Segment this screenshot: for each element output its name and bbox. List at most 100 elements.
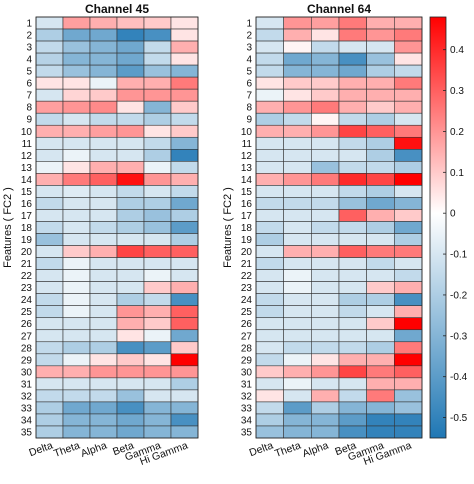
heatmap-cell bbox=[255, 329, 284, 343]
heatmap-cell bbox=[62, 257, 91, 270]
heatmap-cell bbox=[338, 124, 367, 138]
y-axis-label: Features ( FC2 ) bbox=[2, 187, 14, 268]
heatmap-cell bbox=[338, 377, 367, 391]
heatmap-cell bbox=[89, 401, 118, 415]
heatmap-cell bbox=[394, 76, 423, 90]
heatmap-cell bbox=[338, 76, 367, 90]
heatmap-cell bbox=[170, 64, 199, 78]
heatmap-cell bbox=[116, 341, 145, 355]
heatmap-cell bbox=[283, 401, 312, 415]
heatmap-cell bbox=[311, 269, 340, 282]
heatmap-cell bbox=[366, 16, 395, 30]
row-tick-label: 25 bbox=[241, 307, 253, 318]
heatmap-cell bbox=[89, 28, 118, 42]
heatmap-cell bbox=[62, 233, 91, 246]
row-tick-label: 24 bbox=[21, 295, 33, 306]
heatmap-cell bbox=[255, 413, 284, 427]
heatmap-cell bbox=[89, 209, 118, 222]
row-tick-label: 12 bbox=[21, 151, 33, 162]
heatmap-cell bbox=[170, 269, 199, 282]
heatmap-cell bbox=[394, 353, 423, 367]
heatmap-cell bbox=[170, 136, 199, 150]
row-tick-label: 32 bbox=[21, 391, 33, 402]
heatmap-cell bbox=[283, 221, 312, 234]
heatmap-cell bbox=[170, 293, 199, 306]
heatmap-cell bbox=[366, 161, 395, 174]
heatmap-cell bbox=[170, 365, 199, 379]
heatmap-cell bbox=[116, 136, 145, 150]
row-tick-label: 13 bbox=[241, 163, 253, 174]
heatmap-cell bbox=[283, 365, 312, 379]
column-tick-label: Alpha bbox=[79, 439, 108, 460]
heatmap-cell bbox=[62, 329, 91, 343]
heatmap-cell bbox=[283, 52, 312, 66]
heatmap-cell bbox=[283, 149, 312, 162]
row-tick-label: 2 bbox=[26, 31, 32, 42]
heatmap-cell bbox=[143, 197, 172, 210]
row-tick-label: 17 bbox=[241, 211, 253, 222]
row-tick-label: 5 bbox=[246, 67, 252, 78]
heatmap-cell bbox=[394, 293, 423, 306]
heatmap-cell bbox=[255, 425, 284, 439]
heatmap-cell bbox=[255, 245, 284, 258]
heatmap-cell bbox=[62, 221, 91, 234]
heatmap-cell bbox=[255, 52, 284, 66]
heatmap-cell bbox=[89, 173, 118, 186]
heatmap-cell bbox=[283, 389, 312, 403]
heatmap-cell bbox=[35, 257, 64, 270]
heatmap-cell bbox=[338, 100, 367, 114]
row-tick-label: 3 bbox=[246, 43, 252, 54]
heatmap-cell bbox=[311, 317, 340, 331]
heatmap-cell bbox=[116, 161, 145, 174]
heatmap-cell bbox=[62, 16, 91, 30]
heatmap-cell bbox=[116, 209, 145, 222]
heatmap-cell bbox=[89, 413, 118, 427]
heatmap-cell bbox=[89, 40, 118, 54]
colorbar-tick-label: -0.2 bbox=[450, 290, 468, 301]
heatmap-cell bbox=[116, 281, 145, 294]
column-tick-label: Delta bbox=[248, 439, 275, 459]
heatmap-cell bbox=[62, 28, 91, 42]
heatmap-cell bbox=[116, 329, 145, 343]
heatmap-cell bbox=[116, 317, 145, 331]
heatmap-cell bbox=[394, 100, 423, 114]
row-tick-label: 31 bbox=[241, 379, 253, 390]
heatmap-cell bbox=[366, 425, 395, 439]
row-tick-label: 30 bbox=[21, 367, 33, 378]
heatmap-cell bbox=[143, 365, 172, 379]
heatmap-cell bbox=[366, 245, 395, 258]
heatmap-cell bbox=[116, 305, 145, 319]
row-tick-label: 12 bbox=[241, 151, 253, 162]
heatmap-cell bbox=[170, 425, 199, 439]
heatmap-cell bbox=[116, 269, 145, 282]
heatmap-cell bbox=[116, 16, 145, 30]
colorbar bbox=[429, 16, 447, 439]
heatmap-cell bbox=[35, 221, 64, 234]
heatmap-cell bbox=[89, 16, 118, 30]
heatmap-cell bbox=[62, 149, 91, 162]
heatmap-cell bbox=[283, 185, 312, 198]
heatmap-cell bbox=[116, 413, 145, 427]
row-tick-label: 6 bbox=[246, 79, 252, 90]
row-tick-label: 26 bbox=[21, 319, 33, 330]
heatmap-cell bbox=[311, 173, 340, 186]
heatmap-cell bbox=[283, 173, 312, 186]
heatmap-cell bbox=[311, 245, 340, 258]
heatmap-cell bbox=[311, 329, 340, 343]
heatmap-cell bbox=[116, 185, 145, 198]
heatmap-cell bbox=[394, 233, 423, 246]
row-tick-label: 4 bbox=[26, 55, 32, 66]
heatmap-cell bbox=[255, 269, 284, 282]
heatmap-cell bbox=[255, 353, 284, 367]
heatmap-cell bbox=[116, 88, 145, 102]
heatmap-cell bbox=[143, 401, 172, 415]
heatmap-cell bbox=[89, 136, 118, 150]
heatmap-cell bbox=[143, 353, 172, 367]
heatmap-cell bbox=[89, 197, 118, 210]
heatmap-cell bbox=[62, 185, 91, 198]
column-tick-label: Alpha bbox=[301, 439, 330, 460]
heatmap-cell bbox=[143, 341, 172, 355]
heatmap-cell bbox=[143, 317, 172, 331]
heatmap-cell bbox=[143, 100, 172, 114]
heatmap-cell bbox=[366, 28, 395, 42]
